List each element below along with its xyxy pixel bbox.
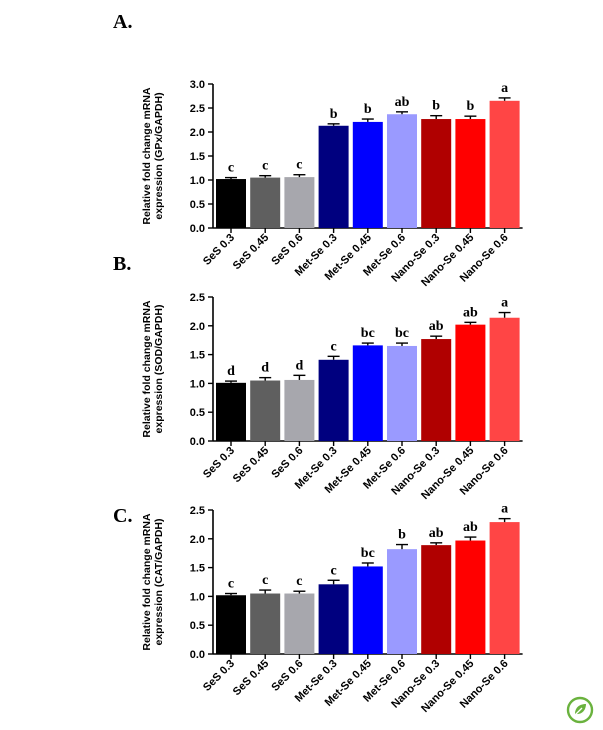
y-tick-label: 1.0 [190, 591, 205, 603]
significance-letter: ab [395, 95, 410, 110]
significance-letter: d [261, 361, 269, 376]
significance-letter: b [467, 99, 475, 114]
panel-label: A. [113, 11, 132, 33]
y-axis-title-line: Relative fold change mRNA [141, 300, 153, 438]
significance-letter: ab [463, 305, 478, 320]
significance-letter: b [398, 528, 406, 543]
significance-letter: c [296, 158, 302, 173]
bar [216, 179, 246, 228]
bar [421, 339, 452, 441]
chart-panel: A. Relative fold change mRNA expression (G… [113, 11, 523, 289]
bar [284, 593, 315, 654]
significance-letter: a [501, 502, 508, 517]
bar [352, 121, 383, 228]
y-tick-label: 1.5 [190, 350, 205, 362]
y-tick-label: 1.5 [190, 563, 205, 575]
y-tick-label: 0.5 [190, 199, 205, 211]
significance-letter: d [296, 358, 304, 373]
significance-letter: b [432, 99, 440, 114]
bar [318, 125, 349, 228]
chart-panel: B. Relative fold change mRNA expression (S… [113, 253, 523, 502]
bar [216, 382, 246, 441]
bar [318, 584, 349, 654]
significance-letter: ab [463, 520, 478, 535]
x-tick-label: SeS 0.45 [231, 658, 271, 698]
y-tick-label: 2.0 [190, 127, 205, 139]
bar [250, 593, 281, 654]
significance-letter: c [330, 339, 336, 354]
bar [387, 114, 417, 228]
bar [284, 177, 315, 228]
panel-label: B. [113, 253, 131, 275]
y-tick-label: 0.0 [190, 649, 205, 661]
chart-panel: C. Relative fold change mRNA expression (C… [113, 502, 523, 715]
y-axis-title-line: Relative fold change mRNA [141, 87, 153, 225]
significance-letter: d [227, 364, 235, 379]
significance-letter: ab [429, 319, 444, 334]
y-tick-label: 0.5 [190, 407, 205, 419]
panel-label: C. [113, 505, 132, 527]
bar [455, 119, 486, 228]
y-axis-title-line: expression (GPx/GAPDH) [153, 92, 165, 219]
significance-letter: a [501, 81, 508, 96]
leaf-badge-icon [566, 696, 594, 724]
y-tick-label: 1.5 [190, 151, 205, 163]
significance-letter: bc [361, 546, 375, 561]
significance-letter: a [501, 296, 508, 311]
bar [250, 380, 281, 441]
x-tick-label: SeS 0.45 [231, 232, 271, 272]
bar [352, 345, 383, 441]
significance-letter: ab [429, 526, 444, 541]
y-tick-label: 0.0 [190, 436, 205, 448]
y-axis-title-line: Relative fold change mRNA [141, 513, 153, 651]
significance-letter: b [364, 102, 372, 117]
bar [489, 100, 520, 228]
significance-letter: c [296, 574, 302, 589]
significance-letter: c [262, 159, 268, 174]
y-tick-label: 2.5 [190, 292, 205, 304]
y-tick-label: 1.0 [190, 378, 205, 390]
bar [216, 595, 246, 654]
y-tick-label: 3.0 [190, 79, 205, 91]
y-tick-label: 0.0 [190, 223, 205, 235]
significance-letter: b [330, 107, 338, 122]
y-axis-title-line: expression (CAT/GAPDH) [153, 519, 165, 646]
y-tick-label: 2.5 [190, 505, 205, 517]
y-tick-label: 2.5 [190, 103, 205, 115]
significance-letter: c [228, 161, 234, 176]
significance-letter: c [330, 563, 336, 578]
y-tick-label: 2.0 [190, 534, 205, 546]
significance-letter: c [262, 573, 268, 588]
significance-letter: bc [361, 326, 375, 341]
bar [489, 522, 520, 654]
y-axis-title-line: expression (SOD/GAPDH) [153, 305, 165, 434]
bar [387, 345, 417, 441]
bar [284, 379, 315, 441]
bar [387, 549, 417, 654]
significance-letter: c [228, 577, 234, 592]
y-tick-label: 0.5 [190, 620, 205, 632]
bar [421, 119, 452, 228]
bar [250, 177, 281, 228]
bar [455, 324, 486, 441]
bar [352, 566, 383, 654]
y-tick-label: 1.0 [190, 175, 205, 187]
x-tick-label: SeS 0.45 [231, 445, 271, 485]
significance-letter: bc [395, 326, 409, 341]
bar [421, 545, 452, 654]
y-tick-label: 2.0 [190, 321, 205, 333]
bar [489, 317, 520, 441]
bar [455, 540, 486, 654]
bar [318, 359, 349, 441]
